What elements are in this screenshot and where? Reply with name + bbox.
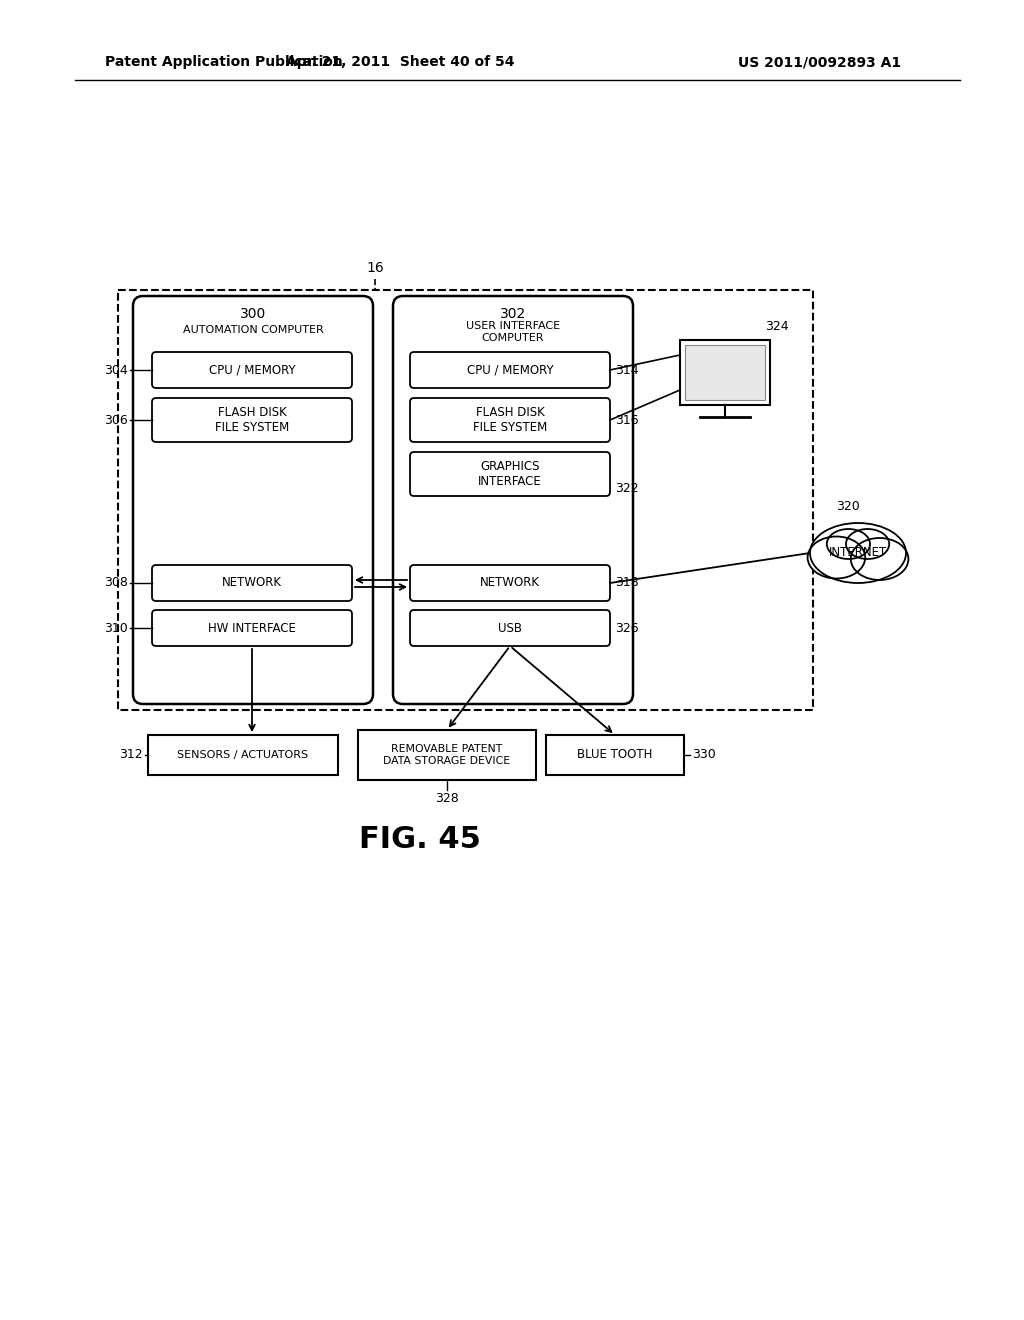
Bar — [685, 345, 765, 400]
Bar — [546, 735, 684, 775]
Ellipse shape — [810, 523, 906, 583]
FancyBboxPatch shape — [133, 296, 373, 704]
Text: 326: 326 — [615, 622, 639, 635]
Text: INTERNET: INTERNET — [828, 546, 887, 560]
FancyBboxPatch shape — [152, 352, 352, 388]
Ellipse shape — [826, 529, 870, 558]
FancyBboxPatch shape — [393, 296, 633, 704]
Text: Apr. 21, 2011  Sheet 40 of 54: Apr. 21, 2011 Sheet 40 of 54 — [286, 55, 514, 69]
Bar — [358, 730, 536, 780]
Text: FLASH DISK
FILE SYSTEM: FLASH DISK FILE SYSTEM — [215, 407, 289, 434]
FancyBboxPatch shape — [410, 352, 610, 388]
Text: 312: 312 — [120, 748, 143, 762]
Text: REMOVABLE PATENT
DATA STORAGE DEVICE: REMOVABLE PATENT DATA STORAGE DEVICE — [383, 744, 511, 766]
Text: AUTOMATION COMPUTER: AUTOMATION COMPUTER — [182, 325, 324, 335]
Text: 308: 308 — [104, 577, 128, 590]
Text: GRAPHICS
INTERFACE: GRAPHICS INTERFACE — [478, 459, 542, 488]
Text: 322: 322 — [615, 482, 639, 495]
FancyBboxPatch shape — [152, 565, 352, 601]
Text: CPU / MEMORY: CPU / MEMORY — [467, 363, 553, 376]
Ellipse shape — [808, 536, 865, 578]
Text: FIG. 45: FIG. 45 — [359, 825, 481, 854]
Text: USB: USB — [498, 622, 522, 635]
Text: 318: 318 — [615, 577, 639, 590]
Text: 310: 310 — [104, 622, 128, 635]
Bar — [680, 341, 770, 405]
FancyBboxPatch shape — [410, 565, 610, 601]
Text: NETWORK: NETWORK — [222, 577, 282, 590]
Ellipse shape — [851, 539, 908, 579]
Text: NETWORK: NETWORK — [480, 577, 540, 590]
Text: 320: 320 — [837, 500, 860, 513]
Text: US 2011/0092893 A1: US 2011/0092893 A1 — [738, 55, 901, 69]
Text: Patent Application Publication: Patent Application Publication — [105, 55, 343, 69]
Text: 306: 306 — [104, 413, 128, 426]
Text: 302: 302 — [500, 308, 526, 321]
Text: 300: 300 — [240, 308, 266, 321]
Text: FLASH DISK
FILE SYSTEM: FLASH DISK FILE SYSTEM — [473, 407, 547, 434]
FancyBboxPatch shape — [152, 399, 352, 442]
Ellipse shape — [846, 529, 889, 558]
Text: USER INTERFACE
COMPUTER: USER INTERFACE COMPUTER — [466, 321, 560, 343]
Text: CPU / MEMORY: CPU / MEMORY — [209, 363, 295, 376]
Text: 314: 314 — [615, 363, 639, 376]
FancyBboxPatch shape — [410, 451, 610, 496]
Bar — [148, 735, 338, 775]
Text: BLUE TOOTH: BLUE TOOTH — [578, 748, 652, 762]
Text: 328: 328 — [435, 792, 459, 804]
Text: 16: 16 — [367, 261, 384, 275]
Text: 304: 304 — [104, 363, 128, 376]
Text: SENSORS / ACTUATORS: SENSORS / ACTUATORS — [177, 750, 308, 760]
Text: 330: 330 — [692, 748, 716, 762]
Bar — [118, 290, 813, 710]
Text: HW INTERFACE: HW INTERFACE — [208, 622, 296, 635]
FancyBboxPatch shape — [410, 399, 610, 442]
Text: 316: 316 — [615, 413, 639, 426]
Text: 324: 324 — [765, 319, 788, 333]
FancyBboxPatch shape — [410, 610, 610, 645]
FancyBboxPatch shape — [152, 610, 352, 645]
